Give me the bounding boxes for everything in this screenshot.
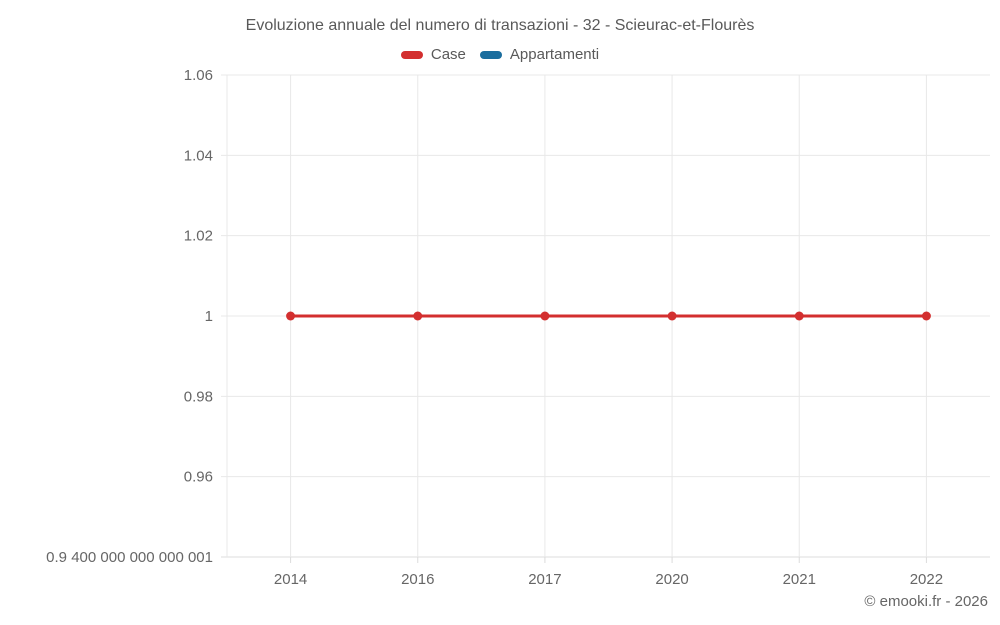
watermark: © emooki.fr - 2026 [864, 593, 988, 610]
y-tick-label: 1 [205, 308, 213, 325]
legend-item-appartamenti[interactable]: Appartamenti [479, 46, 600, 63]
y-tick-label: 0.9 400 000 000 000 001 [46, 549, 213, 566]
data-point-case[interactable] [921, 311, 931, 321]
x-tick-label: 2017 [528, 571, 561, 588]
x-tick-label: 2021 [783, 571, 816, 588]
legend-item-case[interactable]: Case [400, 46, 466, 63]
y-tick-label: 1.04 [184, 147, 213, 164]
appartamenti-legend-swatch [479, 50, 502, 59]
data-point-case[interactable] [794, 311, 804, 321]
x-tick-label: 2022 [910, 571, 943, 588]
data-point-case[interactable] [540, 311, 550, 321]
chart-title: Evoluzione annuale del numero di transaz… [245, 17, 755, 34]
data-point-case[interactable] [413, 311, 423, 321]
y-tick-label: 0.96 [184, 469, 213, 486]
y-tick-label: 1.06 [184, 67, 213, 84]
data-point-case[interactable] [286, 311, 296, 321]
legend: Case Appartamenti [0, 46, 1000, 63]
case-legend-swatch [400, 50, 423, 59]
y-tick-label: 0.98 [184, 388, 213, 405]
x-tick-label: 2014 [274, 571, 307, 588]
x-tick-label: 2020 [655, 571, 688, 588]
data-point-case[interactable] [667, 311, 677, 321]
y-tick-label: 1.02 [184, 228, 213, 245]
appartamenti-legend-label: Appartamenti [509, 46, 600, 63]
x-tick-label: 2016 [401, 571, 434, 588]
case-legend-label: Case [430, 46, 466, 63]
